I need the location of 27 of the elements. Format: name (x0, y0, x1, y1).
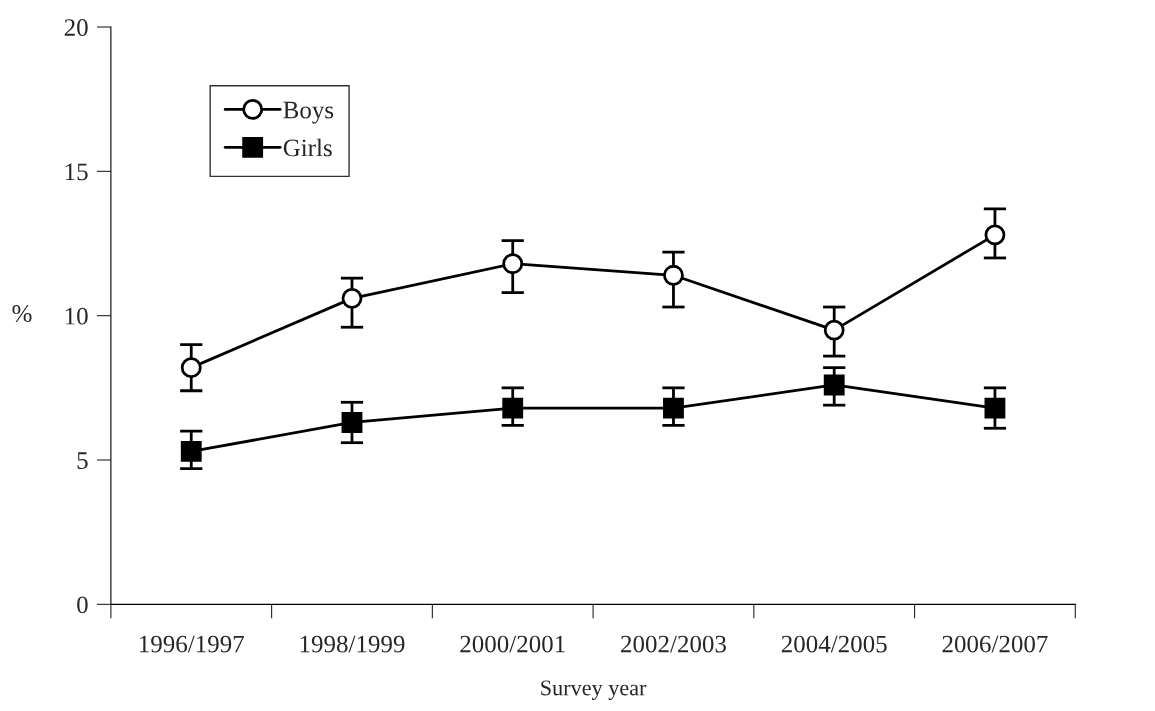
point (341, 287, 363, 309)
point (502, 397, 524, 419)
point (984, 224, 1006, 246)
x-axis-title: Survey year (541, 680, 647, 700)
x-tick-label: 2006/2007 (942, 635, 1048, 653)
y-tick-label: 10 (65, 307, 88, 325)
x-tick-label: 1998/1999 (300, 635, 405, 653)
x-tick-label: 2004/2005 (781, 635, 887, 653)
point (502, 253, 524, 275)
y-axis-title: % (12, 305, 32, 323)
x-tick-label: 1996/1997 (139, 635, 244, 653)
point (823, 374, 845, 396)
legend-label: Boys (283, 101, 334, 124)
y-tick-label: 5 (77, 452, 88, 469)
point (341, 412, 363, 433)
y-tick-label: 15 (65, 163, 88, 181)
point (663, 397, 684, 419)
point (663, 264, 684, 286)
point (984, 397, 1006, 419)
x-tick-label: 2002/2003 (621, 635, 726, 653)
y-tick-label: 20 (64, 19, 88, 36)
point (823, 319, 845, 341)
point (180, 440, 202, 462)
point (180, 357, 202, 379)
x-tick-label: 2000/2001 (460, 635, 565, 653)
legend-label: Girls (283, 138, 332, 157)
y-tick-label: 0 (77, 596, 88, 614)
